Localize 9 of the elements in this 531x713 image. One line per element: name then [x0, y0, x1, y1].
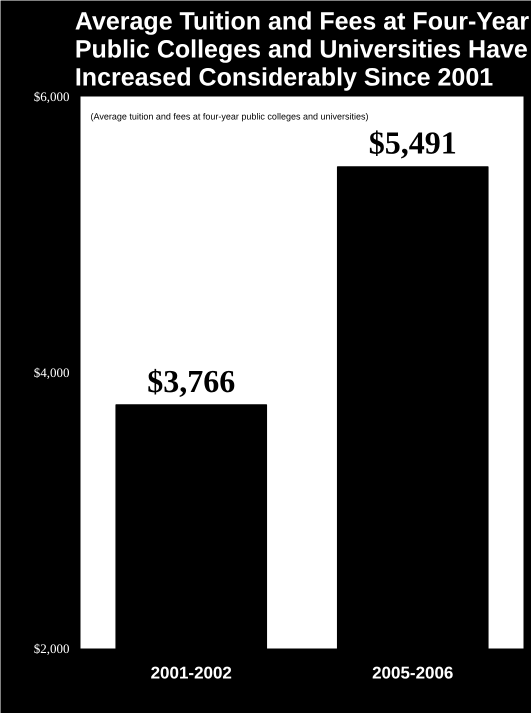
- data-label: $3,766: [147, 362, 236, 399]
- x-tick-label: 2001-2002: [150, 664, 232, 682]
- chart-title: Average Tuition and Fees at Four-Year Public Colleges and Universities Have Increased Considerably Since 2001: [74, 8, 530, 92]
- data-label: $5,491: [368, 124, 457, 161]
- text: (Average tuition and fees at four-year public colleges and universities): [90, 112, 368, 122]
- y-tick-label: $4,000: [34, 365, 70, 380]
- x-tick-label: 2005-2006: [372, 664, 454, 682]
- y-tick-label: $2,000: [34, 641, 70, 656]
- y-tick-label: $6,000: [34, 89, 70, 104]
